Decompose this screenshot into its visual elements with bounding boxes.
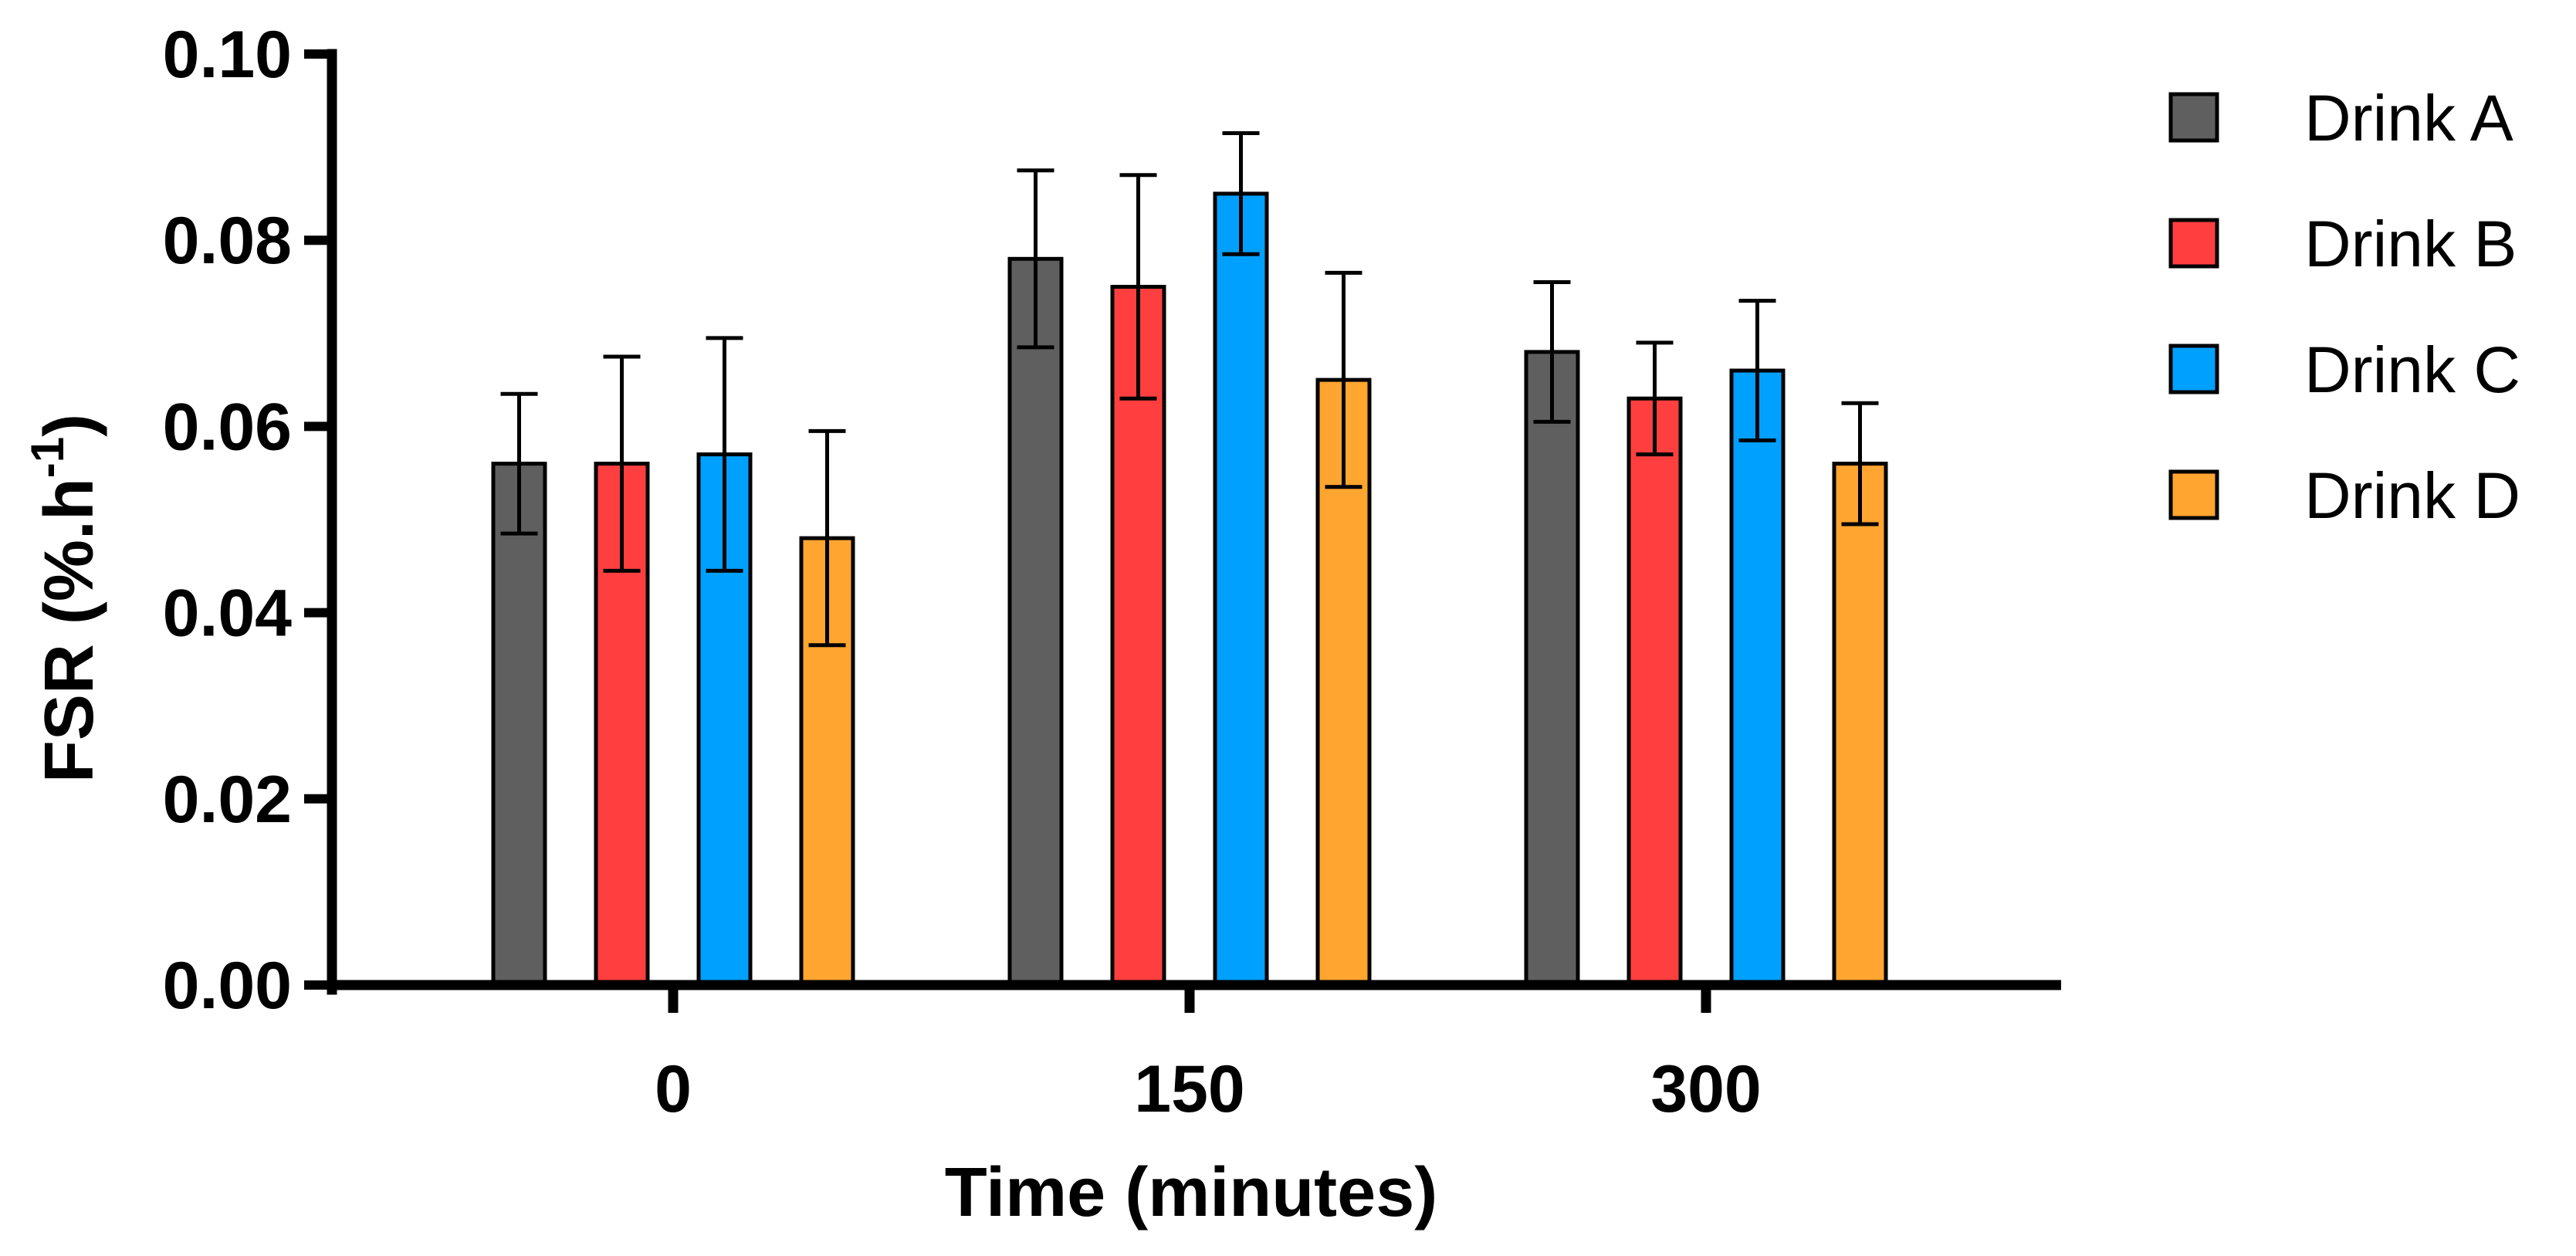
y-axis-title: FSR (%.h-1) [22, 414, 108, 783]
x-axis-title: Time (minutes) [945, 1154, 1437, 1231]
legend-swatch-drink-d [2168, 469, 2219, 520]
bar-drink-a-150 [1007, 256, 1064, 987]
bar-drink-c-300 [1729, 368, 1786, 987]
y-tick-label: 0.10 [163, 18, 292, 92]
bar-drink-d-300 [1832, 462, 1888, 987]
x-tick-label: 300 [1650, 1052, 1762, 1126]
y-tick-label: 0.08 [163, 204, 292, 278]
legend-label-drink-d: Drink D [2304, 459, 2520, 532]
bar-drink-b-150 [1110, 285, 1166, 987]
y-axis-title-close: ) [31, 414, 108, 437]
y-tick-label: 0.04 [163, 577, 293, 651]
y-tick-label: 0.02 [163, 763, 292, 837]
legend-label-drink-b: Drink B [2304, 208, 2517, 280]
x-axis-ticks: 0 150 300 [655, 985, 1762, 1126]
bar-series-group [491, 191, 1888, 987]
legend-swatch-drink-a [2168, 92, 2219, 143]
y-tick-label: 0.06 [163, 390, 292, 464]
error-bars-group [500, 131, 1879, 648]
legend-label-drink-c: Drink C [2304, 333, 2520, 406]
bar-drink-a-300 [1524, 350, 1580, 987]
y-axis-title-main: FSR (%.h [31, 478, 108, 783]
legend-swatch-drink-b [2168, 218, 2219, 269]
bar-drink-b-300 [1627, 396, 1683, 987]
bar-drink-c-150 [1213, 191, 1269, 987]
y-axis-title-superscript: -1 [22, 437, 73, 478]
x-tick-label: 0 [655, 1052, 692, 1126]
legend-label-drink-a: Drink A [2304, 82, 2513, 154]
bar-drink-a-0 [491, 462, 547, 987]
y-axis-ticks: 0.00 0.02 0.04 0.06 0.08 0.10 [163, 18, 332, 1023]
x-tick-label: 150 [1134, 1052, 1245, 1126]
y-tick-label: 0.00 [163, 949, 292, 1023]
axes [327, 49, 2061, 995]
legend: Drink A Drink B Drink C Drink D [2168, 82, 2520, 532]
legend-swatch-drink-c [2168, 344, 2219, 394]
